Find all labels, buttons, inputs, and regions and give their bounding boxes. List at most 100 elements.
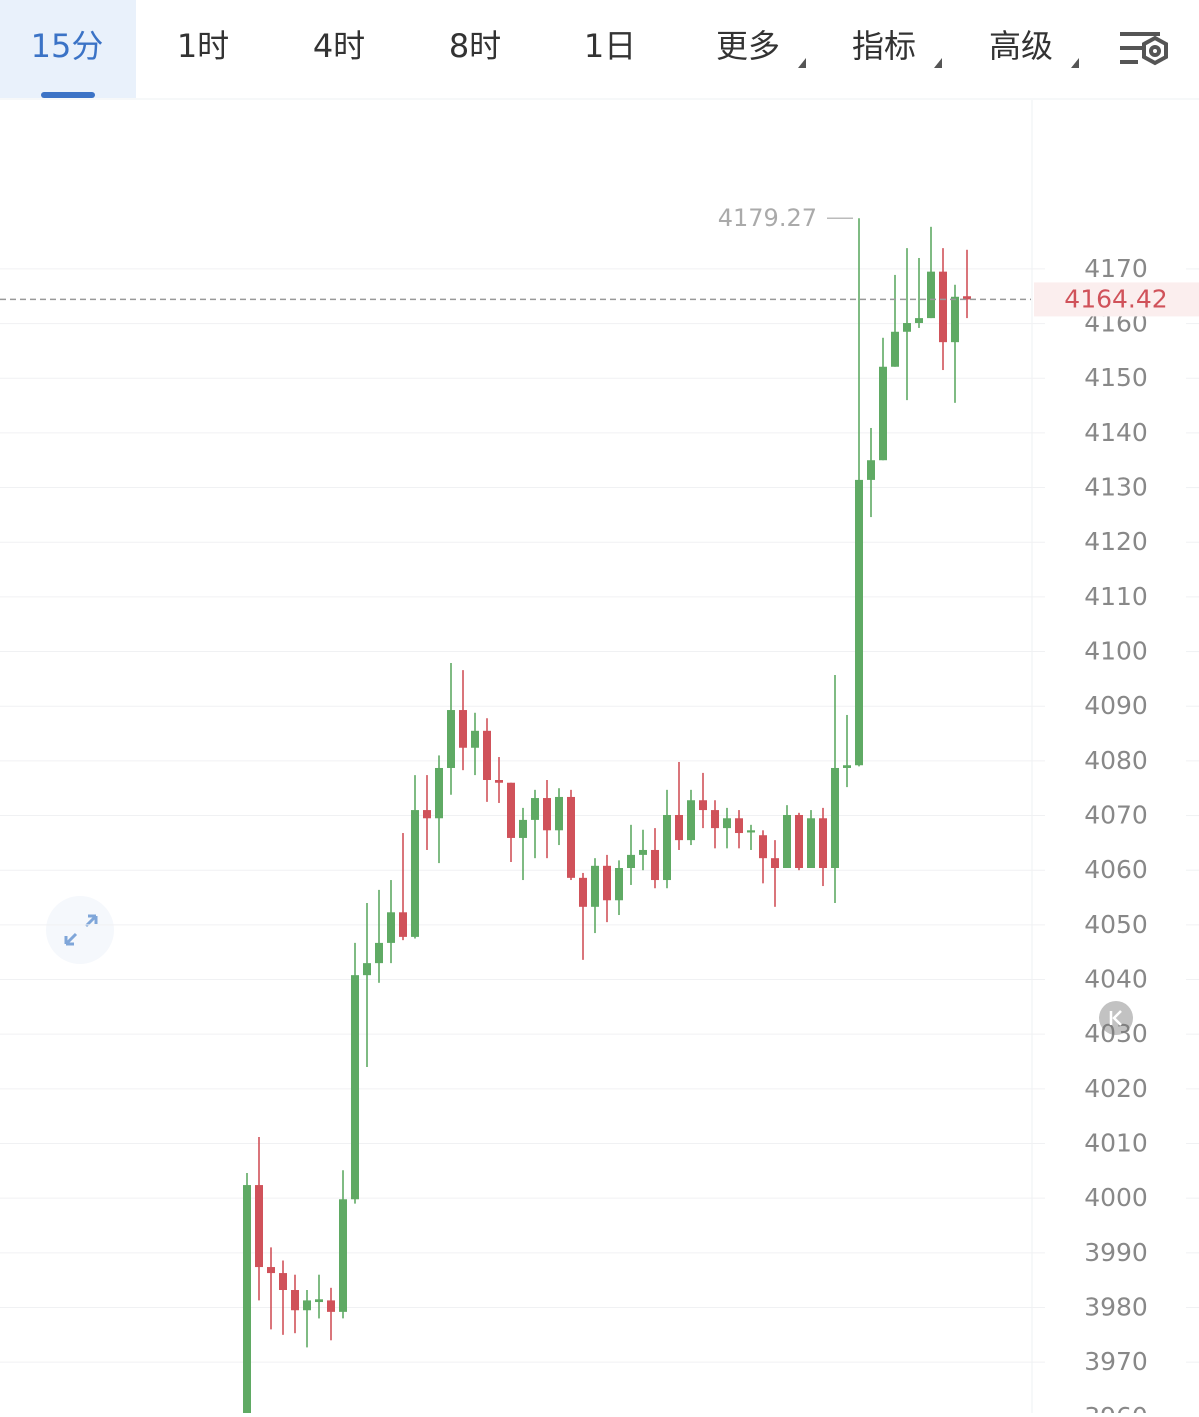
- candle-body: [759, 835, 767, 859]
- candle-body: [927, 271, 935, 319]
- y-tick-label: 4040: [1084, 965, 1148, 994]
- y-tick-label: 4070: [1084, 801, 1148, 830]
- candle-body: [339, 1199, 347, 1312]
- candle-body: [447, 710, 455, 768]
- candle-body: [735, 818, 743, 834]
- candle-body: [711, 810, 719, 829]
- tab-label[interactable]: 更多: [716, 27, 780, 65]
- candle-body: [543, 798, 551, 831]
- candle-body: [699, 800, 707, 811]
- candle-body: [879, 366, 887, 461]
- candle-body: [243, 1185, 251, 1413]
- button-icon: [1109, 1010, 1122, 1026]
- candle-body: [579, 877, 587, 907]
- candle-body: [255, 1185, 263, 1268]
- candle-body: [651, 849, 659, 881]
- tab-label[interactable]: 15分: [31, 27, 104, 65]
- candle-body: [411, 810, 419, 937]
- grid: [0, 268, 1199, 1417]
- candle-body: [639, 849, 647, 855]
- candle-body: [555, 796, 563, 831]
- y-tick-label: 3970: [1084, 1347, 1148, 1376]
- candle-body: [867, 460, 875, 480]
- dropdown-triangle: [798, 58, 806, 68]
- candle-body: [387, 912, 395, 943]
- candle-body: [903, 323, 911, 332]
- candle-body: [459, 710, 467, 748]
- candle-body: [819, 818, 827, 869]
- candle-body: [963, 296, 971, 300]
- candle-body: [399, 912, 407, 937]
- candle-body: [783, 814, 791, 869]
- max-price-label: 4179.27: [718, 204, 817, 232]
- y-tick-label: 4060: [1084, 855, 1148, 884]
- last-price-label: 4164.42: [1064, 284, 1167, 313]
- y-tick-label: 4100: [1084, 637, 1148, 666]
- tab-label[interactable]: 高级: [989, 27, 1053, 65]
- active-tab-bg: [0, 0, 136, 98]
- candle-body: [723, 818, 731, 829]
- y-tick-label: 4140: [1084, 418, 1148, 447]
- tab-label[interactable]: 指标: [852, 27, 916, 65]
- candle-body: [291, 1290, 299, 1311]
- dropdown-triangle: [934, 58, 942, 68]
- candle-body: [567, 796, 575, 878]
- candle-body: [507, 782, 515, 838]
- candle-body: [591, 865, 599, 907]
- y-tick-label: 4020: [1084, 1074, 1148, 1103]
- candle-body: [615, 868, 623, 901]
- candle-body: [423, 810, 431, 819]
- y-tick-label: 4150: [1084, 363, 1148, 392]
- candle-body: [327, 1300, 335, 1312]
- settings-icon[interactable]: [1120, 32, 1168, 66]
- y-tick-label: 4170: [1084, 254, 1148, 283]
- tab-label[interactable]: 8时: [449, 27, 501, 65]
- y-tick-label: 4010: [1084, 1129, 1148, 1158]
- tab-label[interactable]: 4时: [313, 27, 365, 65]
- candle-body: [471, 730, 479, 748]
- y-tick-label: 4000: [1084, 1183, 1148, 1212]
- y-tick-label: 4050: [1084, 910, 1148, 939]
- y-tick-label: 3980: [1084, 1293, 1148, 1322]
- candle-body: [675, 814, 683, 841]
- candle-body: [807, 818, 815, 869]
- candle-body: [843, 765, 851, 768]
- candle-body: [747, 830, 755, 833]
- candle-body: [939, 271, 947, 343]
- candle-body: [687, 800, 695, 841]
- y-tick-label: 3960: [1084, 1402, 1148, 1413]
- candle-body: [495, 780, 503, 783]
- candle-body: [303, 1300, 311, 1311]
- candle-body: [279, 1273, 287, 1291]
- y-tick-label: 4030: [1084, 1019, 1148, 1048]
- candle-body: [855, 479, 863, 766]
- candle-body: [531, 798, 539, 820]
- candle-body: [435, 767, 443, 819]
- candle-body: [483, 730, 491, 781]
- button-circle: [1099, 1001, 1133, 1035]
- candle-body: [267, 1267, 275, 1274]
- candle-body: [663, 814, 671, 881]
- candle-body: [795, 814, 803, 869]
- candle-body: [603, 865, 611, 901]
- jump-latest-button[interactable]: [1099, 1001, 1133, 1035]
- candle-body: [519, 819, 527, 838]
- y-tick-label: 4080: [1084, 746, 1148, 775]
- dropdown-triangle: [1071, 58, 1079, 68]
- plot: [243, 218, 971, 1413]
- expand-button[interactable]: [46, 896, 114, 964]
- candle-body: [951, 296, 959, 343]
- candle-body: [315, 1299, 323, 1303]
- tab-label[interactable]: 1日: [584, 27, 636, 65]
- active-tab-indicator: [41, 92, 95, 98]
- y-tick-label: 4110: [1084, 582, 1148, 611]
- y-tick-label: 4090: [1084, 691, 1148, 720]
- candle-body: [891, 331, 899, 367]
- candle-body: [771, 858, 779, 869]
- tab-label[interactable]: 1时: [177, 27, 229, 65]
- y-tick-label: 3990: [1084, 1238, 1148, 1267]
- last-price-bg: [1034, 282, 1199, 317]
- candle-body: [351, 975, 359, 1200]
